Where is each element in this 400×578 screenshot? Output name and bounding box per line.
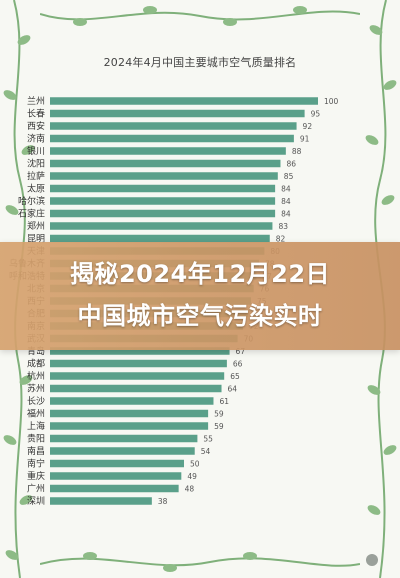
- category-label: 杭州: [27, 370, 45, 382]
- category-label: 哈尔滨: [18, 195, 45, 207]
- value-label: 50: [190, 460, 200, 469]
- value-label: 67: [236, 347, 246, 356]
- bar: [50, 497, 152, 505]
- category-label: 上海: [27, 420, 45, 432]
- category-label: 成都: [27, 358, 45, 370]
- bar: [50, 222, 273, 230]
- headline-line-2: 中国城市空气污染实时: [77, 302, 323, 330]
- category-label: 福州: [27, 408, 45, 420]
- value-label: 100: [324, 97, 339, 106]
- value-label: 95: [311, 110, 321, 119]
- bar: [50, 97, 318, 105]
- value-label: 91: [300, 135, 310, 144]
- category-label: 南昌: [27, 445, 45, 457]
- category-label: 石家庄: [18, 208, 45, 220]
- value-label: 92: [303, 122, 313, 131]
- value-label: 59: [214, 410, 224, 419]
- bar: [50, 447, 195, 455]
- category-label: 银川: [27, 145, 45, 157]
- category-label: 昆明: [27, 234, 45, 245]
- bar: [50, 109, 305, 118]
- value-label: 66: [233, 360, 243, 369]
- category-label: 郑州: [27, 220, 45, 232]
- value-label: 84: [281, 197, 291, 206]
- category-label: 拉萨: [27, 170, 45, 182]
- vine-bottom-decoration: [40, 552, 360, 572]
- category-label: 兰州: [27, 95, 45, 107]
- value-label: 61: [219, 397, 229, 406]
- bar: [50, 159, 281, 168]
- category-label: 广州: [27, 483, 45, 495]
- bar: [50, 122, 297, 130]
- bar: [50, 472, 182, 480]
- bar: [50, 234, 270, 243]
- category-label: 西安: [27, 120, 45, 132]
- value-label: 59: [214, 422, 224, 431]
- value-label: 49: [187, 472, 197, 481]
- bar: [50, 359, 227, 368]
- headline-banner: [0, 242, 400, 350]
- category-label: 深圳: [27, 496, 45, 507]
- category-label: 苏州: [27, 383, 45, 395]
- bar: [50, 197, 276, 205]
- value-label: 85: [284, 172, 294, 181]
- category-label: 长沙: [27, 395, 45, 407]
- bar: [50, 147, 286, 155]
- bar: [50, 434, 198, 443]
- value-label: 54: [201, 447, 211, 456]
- category-label: 沈阳: [27, 158, 45, 170]
- value-label: 84: [281, 185, 291, 194]
- value-label: 83: [278, 222, 288, 231]
- value-label: 55: [203, 435, 213, 444]
- bar: [50, 384, 222, 393]
- category-label: 南宁: [27, 458, 45, 470]
- value-label: 84: [281, 210, 291, 219]
- value-label: 38: [158, 497, 168, 506]
- bar: [50, 459, 184, 468]
- bar: [50, 409, 209, 418]
- value-label: 88: [292, 147, 302, 156]
- value-label: 86: [286, 160, 296, 169]
- bar: [50, 372, 225, 380]
- value-label: 82: [276, 235, 286, 244]
- value-label: 48: [185, 485, 195, 494]
- value-label: 65: [230, 372, 240, 381]
- category-label: 济南: [27, 133, 45, 145]
- watermark: [366, 554, 382, 566]
- bar: [50, 484, 179, 493]
- category-label: 重庆: [27, 470, 45, 482]
- bar: [50, 134, 294, 143]
- category-label: 贵阳: [27, 433, 45, 445]
- bar: [50, 184, 276, 193]
- category-label: 太原: [27, 183, 45, 195]
- bar: [50, 172, 278, 180]
- vine-top-decoration: [40, 6, 360, 26]
- value-label: 64: [228, 385, 238, 394]
- category-label: 长春: [27, 108, 45, 120]
- bar: [50, 209, 276, 218]
- bar: [50, 397, 214, 405]
- chart-title: 2024年4月中国主要城市空气质量排名: [103, 56, 297, 69]
- headline-line-1: 揭秘2024年12月22日: [69, 260, 331, 288]
- bar: [50, 347, 230, 355]
- bar: [50, 422, 209, 430]
- watermark-logo-icon: [366, 554, 378, 566]
